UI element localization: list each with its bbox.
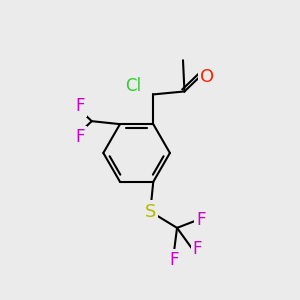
Text: S: S <box>145 202 156 220</box>
Text: F: F <box>75 128 85 146</box>
Text: F: F <box>196 212 206 230</box>
Text: F: F <box>169 251 179 269</box>
Text: O: O <box>200 68 214 85</box>
Text: F: F <box>75 97 85 115</box>
Text: F: F <box>193 240 202 258</box>
Text: Cl: Cl <box>125 77 141 95</box>
